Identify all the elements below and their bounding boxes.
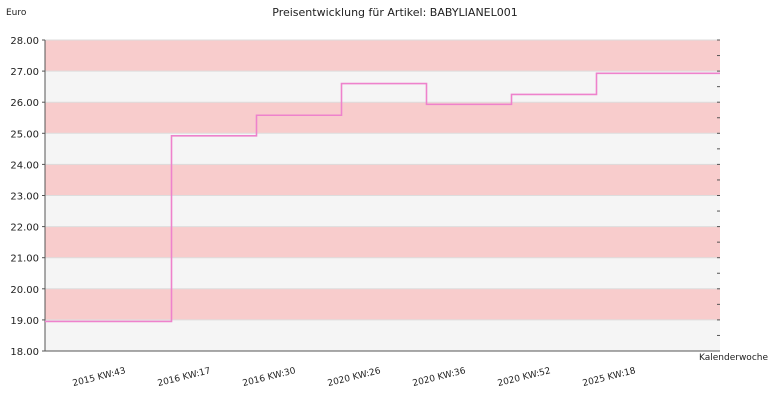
plot-band <box>45 195 720 227</box>
x-tick-labels: 2015 KW:43 2016 KW:17 2016 KW:30 2020 KW:26… <box>72 366 637 389</box>
x-tick-label: 2020 KW:26 <box>327 366 382 389</box>
plot-band <box>45 102 720 134</box>
plot-band <box>45 40 720 72</box>
right-minor-ticks <box>717 39 720 352</box>
x-tick-label: 2016 KW:17 <box>157 366 212 389</box>
x-tick-label: 2025 KW:18 <box>582 366 637 389</box>
plot-band <box>45 71 720 103</box>
plot-band <box>45 226 720 258</box>
chart-title: Preisentwicklung für Artikel: BABYLIANEL… <box>272 6 518 19</box>
plot-band <box>45 319 720 351</box>
plot-bands <box>45 39 720 352</box>
y-tick-label: 20.00 <box>10 285 39 296</box>
x-axis-label: Kalenderwoche <box>699 353 768 363</box>
y-tick-labels: 18.00 19.00 20.00 21.00 22.00 23.00 24.00 25.00… <box>10 36 45 358</box>
plot-band <box>45 164 720 196</box>
y-axis-label: Euro <box>6 8 27 18</box>
x-tick-label: 2016 KW:30 <box>242 366 297 389</box>
x-tick-label: 2020 KW:52 <box>497 366 552 389</box>
x-tick-label: 2020 KW:36 <box>412 366 467 389</box>
y-tick-label: 26.00 <box>10 98 39 109</box>
plot-band <box>45 288 720 320</box>
plot-band <box>45 257 720 289</box>
y-tick-label: 18.00 <box>10 347 39 358</box>
y-tick-label: 21.00 <box>10 254 39 265</box>
y-tick-label: 27.00 <box>10 67 39 78</box>
y-tick-label: 24.00 <box>10 160 39 171</box>
y-tick-label: 23.00 <box>10 192 39 203</box>
x-tick-label: 2015 KW:43 <box>72 366 127 389</box>
y-tick-label: 28.00 <box>10 36 39 47</box>
y-tick-label: 25.00 <box>10 129 39 140</box>
plot-band <box>45 133 720 165</box>
y-tick-label: 22.00 <box>10 223 39 234</box>
y-tick-label: 19.00 <box>10 316 39 327</box>
price-step-line <box>45 72 720 323</box>
